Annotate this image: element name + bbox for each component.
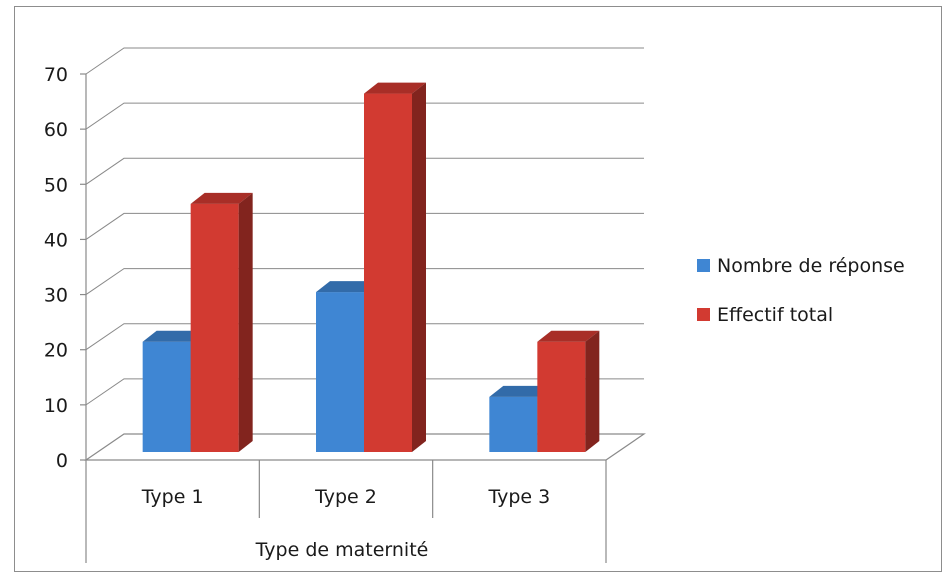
x-axis: Type 1 Type 2 Type 3 — [85, 460, 607, 563]
gridlines — [85, 47, 644, 406]
gridline — [85, 102, 644, 130]
gridline — [85, 268, 644, 295]
gridline — [85, 47, 644, 75]
y-tick-label: 0 — [56, 450, 68, 472]
x-axis-title: Type de maternité — [255, 539, 429, 561]
x-tick-label: Type 3 — [487, 486, 550, 508]
y-tick-label: 50 — [44, 174, 68, 196]
bars — [142, 82, 600, 453]
legend-label: Nombre de réponse — [717, 255, 905, 277]
bar — [364, 82, 426, 453]
y-tick-label: 20 — [44, 340, 68, 362]
bar — [190, 192, 253, 452]
legend-swatch — [697, 259, 710, 272]
legend-swatch — [697, 308, 710, 321]
x-tick-label: Type 1 — [141, 486, 204, 508]
bar — [537, 330, 600, 452]
chart-frame — [14, 6, 942, 572]
gridline — [85, 212, 644, 240]
y-tick-label: 70 — [44, 64, 68, 86]
legend: Nombre de réponse Effectif total — [697, 255, 905, 326]
y-axis-ticks: 0 10 20 30 40 50 60 70 — [44, 64, 86, 472]
gridline — [85, 323, 644, 351]
y-tick-label: 10 — [44, 395, 68, 417]
gridline — [85, 157, 644, 185]
y-tick-label: 60 — [44, 119, 68, 141]
gridline — [85, 378, 644, 406]
legend-label: Effectif total — [717, 304, 833, 326]
y-tick-label: 40 — [44, 229, 68, 251]
x-tick-label: Type 2 — [314, 486, 377, 508]
y-tick-label: 30 — [44, 285, 68, 307]
